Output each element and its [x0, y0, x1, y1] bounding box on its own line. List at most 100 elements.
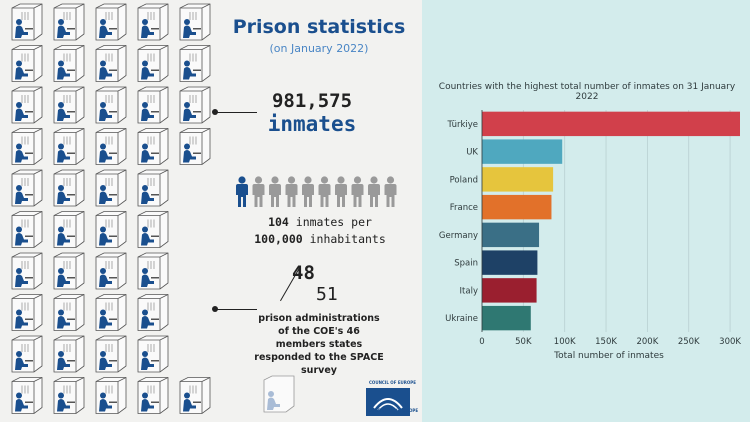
prison-cell-icon [11, 211, 43, 248]
bar [482, 167, 554, 192]
chart-title: Countries with the highest total number … [438, 82, 736, 102]
person-icon [252, 176, 265, 207]
bar [482, 278, 537, 303]
person-icon [318, 176, 331, 207]
person-icon [285, 176, 298, 207]
rate-base-text: inhabitants [302, 232, 386, 246]
x-tick-label: 50K [515, 337, 532, 347]
person-icon [335, 176, 347, 207]
person-icon [302, 176, 314, 207]
prison-cell-icon [53, 294, 85, 331]
prison-cell-icon [11, 128, 43, 165]
prison-cell-icon [95, 3, 127, 41]
prison-cell-icon [53, 211, 85, 248]
category-label: France [450, 203, 478, 213]
prison-cell-icon [53, 252, 85, 290]
prison-cell-icon [137, 377, 169, 414]
logo-bottom-text: CONSEIL DE L'EUROPE [368, 408, 419, 413]
prison-cell-icon [11, 294, 43, 331]
x-tick-label: 0 [479, 337, 484, 347]
total-inmates-value: 981,575 [271, 90, 353, 112]
category-label: Türkiye [447, 120, 478, 130]
prison-cell-icon [11, 45, 43, 82]
connector-dot [212, 109, 218, 115]
rate-text: inmates per [288, 215, 372, 229]
prison-cell-icon [263, 375, 295, 413]
chart-panel [422, 0, 750, 422]
prison-cell-icon [11, 335, 43, 373]
prison-cell-icon [95, 252, 127, 290]
prison-cell-icon [53, 335, 85, 373]
rate-value: 104 [268, 215, 289, 229]
prison-cell-icon [11, 252, 43, 290]
prison-cell-icon [179, 377, 211, 414]
rate-base: 100,000 [254, 232, 303, 246]
person-icon [368, 176, 380, 207]
prison-cell-icon [53, 45, 85, 82]
people-icons [236, 176, 397, 207]
prison-cell-icon [137, 294, 169, 331]
prison-cell-icon [137, 86, 169, 124]
bar [482, 194, 552, 220]
prison-cell-icon [53, 377, 85, 414]
total-administrations: 51 [316, 284, 338, 305]
connector-line [215, 112, 257, 113]
prison-cell-icon [95, 45, 127, 82]
prison-cell-icon [137, 3, 169, 41]
prison-cell-icon [11, 3, 43, 41]
x-tick-label: 100K [554, 337, 576, 347]
prison-cell-icon [137, 252, 169, 290]
prison-cell-icon [95, 335, 127, 373]
category-label: Germany [439, 231, 478, 241]
category-label: Spain [454, 259, 478, 269]
prison-cell-icon [137, 169, 169, 207]
category-label: Ukraine [445, 314, 478, 324]
prison-cell-icon [53, 169, 85, 207]
connector-dot-2 [212, 306, 218, 312]
prison-cell-icon [53, 128, 85, 165]
prison-cell-icon [53, 3, 85, 41]
person-icon [384, 176, 397, 207]
x-tick-label: 250K [678, 337, 700, 347]
bar-chart: 0 50K 100K 150K 200K 250K 300K Türkiye UK Poland F… [439, 110, 741, 361]
prison-cell-icon [11, 377, 43, 414]
survey-text: prison administrations of the COE's 46 m… [254, 313, 384, 376]
prison-cell-icon [53, 86, 85, 124]
prison-cell-grid [11, 3, 295, 414]
x-tick-label: 300K [719, 337, 741, 347]
prison-cell-icon [95, 169, 127, 207]
prison-cell-icon [95, 294, 127, 331]
prison-cell-icon [11, 86, 43, 124]
council-of-europe-logo-icon [366, 388, 410, 416]
infographic-title: Prison statistics [232, 16, 406, 38]
category-label: Poland [450, 175, 478, 185]
prison-cell-icon [95, 86, 127, 124]
prison-cell-icon [95, 377, 127, 414]
prison-cell-icon [179, 86, 211, 124]
prison-cell-icon [95, 211, 127, 248]
prison-cell-icon [11, 169, 43, 207]
infographic-subtitle: (on January 2022) [269, 42, 369, 55]
bar [482, 139, 563, 164]
prison-cell-icon [95, 128, 127, 165]
prison-cell-icon [179, 45, 211, 82]
category-label: Italy [460, 286, 478, 296]
bar [482, 222, 540, 248]
x-tick-label: 200K [636, 337, 658, 347]
bar [482, 305, 531, 331]
person-icon [236, 176, 248, 207]
connector-line-2 [215, 309, 257, 310]
bar [482, 111, 740, 137]
prison-cell-icon [137, 45, 169, 82]
prison-cell-icon [179, 128, 211, 165]
bar [482, 250, 538, 275]
category-label: UK [466, 148, 478, 158]
x-axis-label: Total number of inmates [553, 351, 664, 361]
incarceration-rate: 104 inmates per 100,000 inhabitants [240, 214, 400, 248]
x-tick-label: 150K [595, 337, 617, 347]
person-icon [351, 176, 364, 207]
person-icon [269, 176, 281, 207]
infographic-panel: Prison statistics (on January 2022) 981,… [11, 3, 419, 416]
logo-top-text: COUNCIL OF EUROPE [369, 380, 416, 385]
prison-cell-icon [137, 128, 169, 165]
